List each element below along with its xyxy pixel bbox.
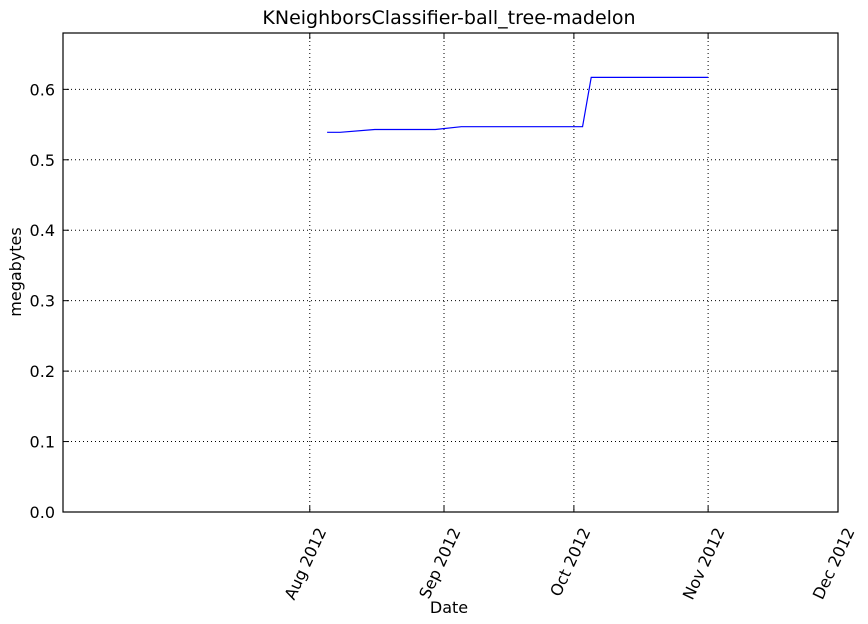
y-axis-label: megabytes <box>6 227 25 316</box>
y-tick-label: 0.1 <box>30 433 55 452</box>
series-layer <box>327 76 709 133</box>
x-tick-label: Sep 2012 <box>415 525 464 602</box>
grid <box>63 33 839 513</box>
y-tick-label: 0.2 <box>30 362 55 381</box>
plot-area-frame <box>62 32 839 513</box>
x-tick-label: Nov 2012 <box>679 525 729 603</box>
y-tick-label: 0.0 <box>30 503 55 522</box>
x-axis-label: Date <box>430 598 468 617</box>
y-tick-label: 0.6 <box>30 80 55 99</box>
series-line <box>327 76 709 133</box>
x-tick-label: Aug 2012 <box>281 525 331 603</box>
y-tick-label: 0.4 <box>30 221 55 240</box>
y-tick-label: 0.3 <box>30 292 55 311</box>
y-tick-label: 0.5 <box>30 151 55 170</box>
chart-title: KNeighborsClassifier-ball_tree-madelon <box>262 7 635 29</box>
x-tick-label: Oct 2012 <box>546 525 594 600</box>
x-tick-label: Dec 2012 <box>809 525 859 603</box>
